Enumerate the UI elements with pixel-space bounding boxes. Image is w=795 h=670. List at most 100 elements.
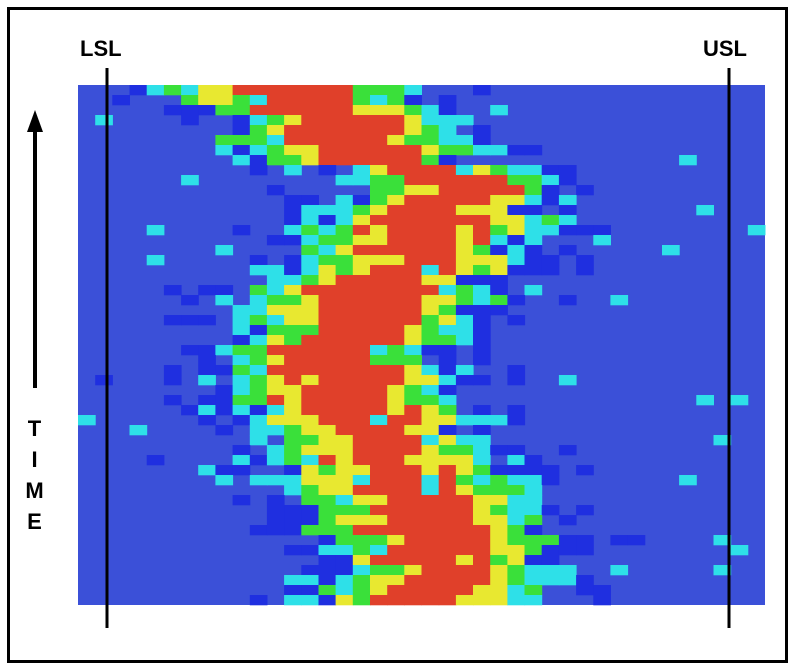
heatmap-cell — [232, 105, 251, 116]
heatmap-cell — [713, 435, 732, 446]
heatmap-cell — [301, 85, 319, 96]
heatmap-cell — [232, 225, 251, 236]
heatmap-cell — [490, 595, 508, 606]
heatmap-cell — [301, 475, 319, 486]
heatmap-cell — [215, 425, 234, 436]
heatmap-cell — [507, 295, 526, 306]
heatmap-cell — [455, 535, 474, 546]
heatmap-cell — [266, 325, 285, 336]
heatmap-cell — [249, 365, 268, 376]
heatmap-cell — [438, 195, 457, 206]
heatmap-cell — [181, 105, 199, 116]
heatmap-cell — [232, 395, 251, 406]
heatmap-cell — [455, 255, 474, 266]
heatmap-cell — [284, 135, 302, 146]
heatmap-cell — [232, 125, 251, 136]
heatmap-cell — [524, 245, 543, 256]
heatmap-cell — [284, 585, 302, 596]
heatmap-cell — [421, 115, 440, 126]
heatmap-cell — [335, 175, 354, 186]
heatmap-cell — [318, 405, 337, 416]
heatmap-cell — [318, 575, 337, 586]
heatmap-cell — [301, 315, 319, 326]
heatmap-cell — [421, 565, 440, 576]
heatmap-cell — [301, 285, 319, 296]
heatmap-cell — [387, 255, 405, 266]
heatmap-cell — [421, 275, 440, 286]
heatmap-cell — [318, 295, 337, 306]
heatmap-cell — [438, 235, 457, 246]
heatmap-cell — [352, 445, 371, 456]
heatmap-cell — [421, 325, 440, 336]
heatmap-cell — [370, 415, 388, 426]
heatmap-cell — [301, 455, 319, 466]
heatmap-cell — [301, 375, 319, 386]
heatmap-cell — [576, 585, 594, 596]
heatmap-cell — [421, 395, 440, 406]
heatmap-cell — [198, 95, 216, 106]
heatmap-cell — [232, 445, 251, 456]
heatmap-cell — [370, 325, 388, 336]
heatmap-cell — [421, 415, 440, 426]
heatmap-cell — [198, 405, 216, 416]
heatmap-cell — [352, 335, 371, 346]
heatmap-cell — [370, 365, 388, 376]
heatmap-cell — [387, 435, 405, 446]
heatmap-cell — [335, 495, 354, 506]
heatmap-cell — [387, 475, 405, 486]
heatmap-cell — [421, 205, 440, 216]
heatmap-cell — [352, 275, 371, 286]
heatmap-cell — [421, 515, 440, 526]
heatmap-cell — [266, 275, 285, 286]
heatmap-cell — [404, 505, 422, 516]
heatmap-cell — [558, 225, 577, 236]
heatmap-cell — [352, 455, 371, 466]
heatmap-cell — [335, 255, 354, 266]
heatmap-cell — [215, 345, 234, 356]
heatmap-cell — [490, 195, 508, 206]
heatmap-cell — [438, 185, 457, 196]
heatmap-cell — [266, 155, 285, 166]
heatmap-cell — [421, 245, 440, 256]
heatmap-cell — [284, 435, 302, 446]
heatmap-cell — [215, 85, 234, 96]
heatmap-cell — [438, 165, 457, 176]
heatmap-cell — [404, 585, 422, 596]
heatmap-cell — [507, 405, 526, 416]
heatmap-cell — [284, 85, 302, 96]
heatmap-cell — [507, 375, 526, 386]
heatmap-cell — [747, 225, 766, 236]
heatmap-cell — [370, 305, 388, 316]
heatmap-cell — [490, 235, 508, 246]
heatmap-cell — [318, 435, 337, 446]
heatmap-cell — [404, 385, 422, 396]
heatmap-cell — [318, 545, 337, 556]
heatmap-cell — [370, 155, 388, 166]
heatmap-cell — [335, 475, 354, 486]
heatmap-cell — [335, 455, 354, 466]
heatmap-cell — [370, 345, 388, 356]
heatmap-cell — [490, 565, 508, 576]
heatmap-cell — [576, 255, 594, 266]
heatmap-cell — [438, 255, 457, 266]
heatmap-cell — [507, 415, 526, 426]
heatmap-cell — [421, 375, 440, 386]
heatmap-cell — [352, 305, 371, 316]
heatmap-cell — [421, 265, 440, 276]
heatmap-cell — [662, 245, 680, 256]
heatmap-cell — [404, 155, 422, 166]
heatmap-cell — [387, 105, 405, 116]
heatmap-cell — [387, 355, 405, 366]
heatmap-cell — [404, 235, 422, 246]
heatmap-cell — [352, 575, 371, 586]
heatmap-cell — [541, 575, 560, 586]
heatmap-cell — [507, 565, 526, 576]
heatmap-cell — [284, 425, 302, 436]
heatmap-cell — [370, 335, 388, 346]
heatmap-cell — [524, 285, 543, 296]
heatmap-cell — [421, 235, 440, 246]
heatmap-cell — [455, 475, 474, 486]
heatmap-cell — [318, 105, 337, 116]
heatmap-cell — [129, 425, 148, 436]
heatmap-cell — [335, 105, 354, 116]
